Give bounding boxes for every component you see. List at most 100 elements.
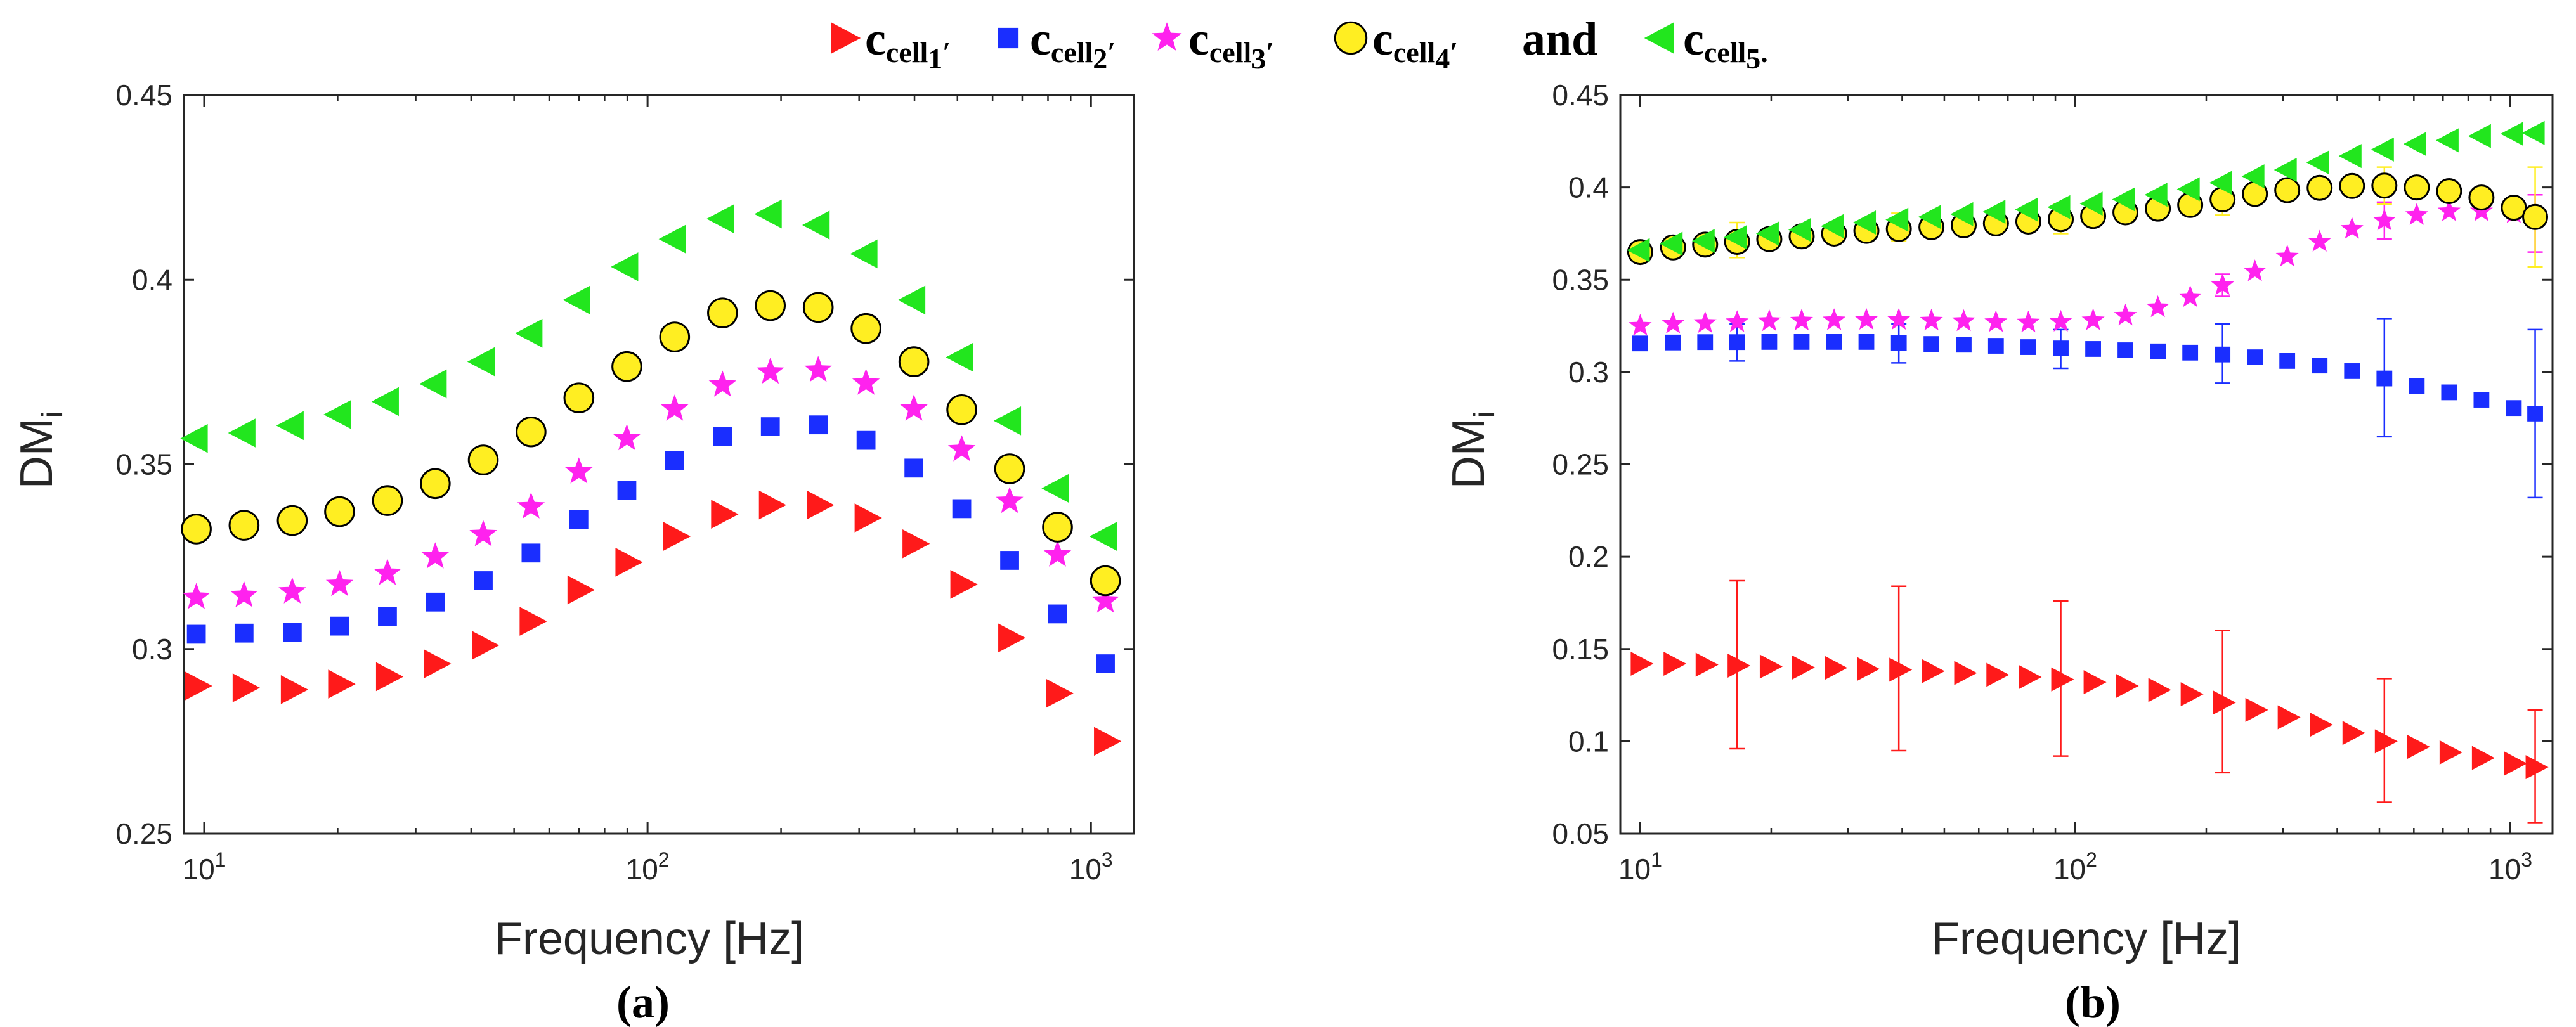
panel-a-series-5-point [1041, 474, 1069, 503]
panel-b-y-tick-label: 0.3 [1568, 356, 1609, 389]
panel-a-series-3-point [1091, 586, 1119, 613]
panel-b-series-5-point [1724, 225, 1747, 250]
panel-b-series-5-point [2144, 183, 2168, 207]
panel-a-series-1-point [711, 500, 739, 529]
panel-b-series-3-point [2437, 199, 2461, 221]
panel-a-label: (a) [616, 977, 670, 1027]
panel-b-y-tick-label: 0.45 [1552, 79, 1609, 112]
legend-label-2: ccell2′ [1030, 13, 1116, 75]
panel-a-series-4-point [1090, 565, 1121, 597]
panel-a-series-1-point [758, 490, 786, 520]
panel-b-series-3-point [2211, 273, 2234, 295]
panel-a-series-5-point [993, 406, 1022, 436]
panel-b-series-2-point [1890, 335, 1907, 351]
panel-b-series-2-point [2506, 400, 2522, 417]
panel-a-series-1-point [950, 570, 978, 599]
panel-a-series-4-point [181, 514, 212, 545]
panel-a-series-5-point [371, 387, 399, 417]
panel-b-series-2-point [1665, 334, 1681, 351]
panel-a-series-2-point [521, 543, 541, 563]
panel-a-series-2-point [186, 624, 206, 644]
legend-marker-5 [1644, 22, 1674, 54]
panel-a-series-3-point [469, 520, 497, 546]
legend-marker-3 [1152, 22, 1182, 51]
panel-a-series-2-point [330, 616, 349, 636]
panel-b-series-5-point [1755, 221, 1779, 246]
panel-a-series-4-point [946, 394, 977, 425]
panel-b-y-tick-label: 0.15 [1552, 633, 1609, 666]
panel-b-series-5-point [2435, 128, 2459, 153]
panel-a-series-5-point [180, 423, 208, 453]
legend-label-4: ccell4′ [1372, 13, 1458, 75]
panel-b-series-1-point [1857, 657, 1880, 681]
panel-b-series-5-point [2306, 150, 2329, 175]
panel-b-series-2-point [2279, 353, 2296, 369]
panel-a-series-5-point [897, 285, 926, 315]
panel-a-series-2-point [569, 510, 589, 529]
panel-b-series-3-point [2017, 310, 2040, 333]
panel-b-series-1-point [2116, 674, 2139, 698]
panel-b-series-1-point [2342, 721, 2365, 746]
panel-a-series-3-point [565, 457, 593, 484]
panel-a-series-2-point [904, 458, 924, 478]
panel-b-series-3-point [1790, 308, 1813, 331]
panel-a-series-4-point [324, 496, 355, 527]
panel-a-series-1-point [998, 623, 1026, 653]
panel-b-series-3-point [1629, 314, 1652, 336]
panel-a-series-1-point [328, 669, 356, 699]
panel-a-series-1-point [375, 662, 404, 692]
panel-b-series-3-point [1887, 307, 1911, 330]
panel-b-series-1-point [2504, 751, 2527, 776]
panel-a-series-2-point [1096, 654, 1115, 673]
panel-b-y-tick-label: 0.4 [1568, 171, 1609, 204]
panel-a-series-1-point [424, 649, 452, 678]
panel-b-y-axis-label: DMi [1443, 411, 1500, 489]
panel-b-series-3-point [1693, 311, 1717, 333]
panel-b-series-2-point [2117, 342, 2133, 358]
panel-a-series-2-point [378, 607, 397, 626]
panel-a-y-tick-label: 0.4 [132, 263, 172, 296]
panel-b-series-1-point [2245, 697, 2268, 722]
panel-b-y-tick-label: 0.2 [1568, 540, 1609, 573]
panel-b-series-5-point [1853, 210, 1877, 235]
panel-b-series-5-point [2338, 144, 2362, 169]
panel-a-series-1-point [1094, 727, 1122, 756]
panel-b-x-tick-label: 103 [2488, 848, 2532, 886]
panel-b-series-2-point [2409, 378, 2425, 394]
panel-b-axes: 0.05 0.1 0.15 0.2 0.25 0.3 0.35 0.4 0.45 101 102 10… [1552, 79, 2554, 886]
panel-b-series-2-point [1761, 334, 1778, 350]
panel-a-series-1-point [472, 631, 500, 660]
panel-a-series-3-point [325, 570, 354, 597]
panel-b-series-2-point [2247, 349, 2263, 365]
panel-a-series-1-point [663, 522, 691, 551]
panel-a-series-3-point [852, 368, 880, 395]
panel-a-series-4-point [1042, 512, 1073, 543]
panel-a-series-5-point [706, 204, 734, 233]
panel-b-series-2-point [2312, 358, 2328, 374]
panel-b-series-1-point [2471, 746, 2495, 770]
panel-b-series-2-point [2473, 392, 2490, 408]
panel-b-series-3-point [1952, 309, 1975, 332]
panel-b-x-axis-label: Frequency [Hz] [1932, 914, 2241, 964]
panel-a-series-4-point [276, 505, 308, 536]
panel-b-series-5-point [1918, 205, 1941, 229]
panel-a-series-2-point [426, 592, 445, 612]
panel-a-series-5-point [563, 285, 590, 315]
legend-label-3: ccell3′ [1188, 13, 1274, 75]
panel-b-series-1-point [1792, 655, 1815, 680]
panel-a-series-2-point [1000, 551, 1019, 570]
panel-b-series-3-point [2243, 259, 2267, 281]
panel-b-series-4-point [2436, 178, 2462, 204]
panel-b-series-1-point [1630, 652, 1654, 676]
panel-b-markers [1627, 120, 2549, 780]
panel-b-series-5-point [1821, 214, 1844, 238]
panel-b-series-3-point [2114, 304, 2137, 326]
panel-a-series-1-point [185, 671, 212, 701]
panel-b-series-5-point [2274, 157, 2297, 182]
panel-b-series-5-point [2015, 197, 2038, 222]
panel-a-markers [180, 199, 1122, 756]
legend-and-text: and [1522, 13, 1597, 65]
panel-b-series-5-point [2241, 164, 2265, 189]
panel-a-series-2-point [809, 415, 828, 435]
